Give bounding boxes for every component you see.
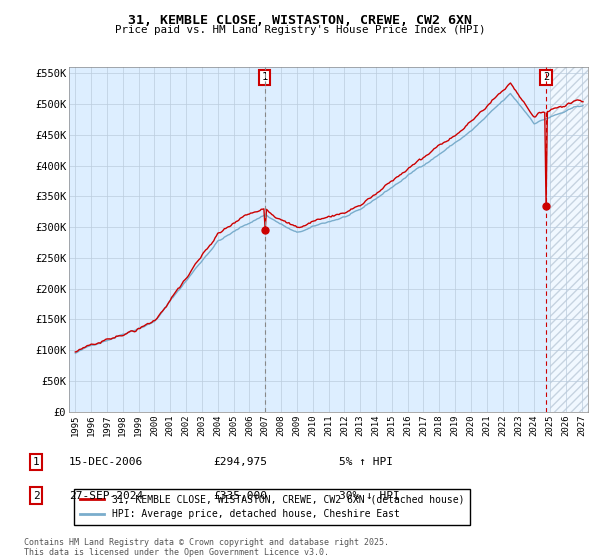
Text: 5% ↑ HPI: 5% ↑ HPI (339, 457, 393, 467)
Text: 30% ↓ HPI: 30% ↓ HPI (339, 491, 400, 501)
Text: 2: 2 (32, 491, 40, 501)
Text: 1: 1 (32, 457, 40, 467)
Text: 31, KEMBLE CLOSE, WISTASTON, CREWE, CW2 6XN: 31, KEMBLE CLOSE, WISTASTON, CREWE, CW2 … (128, 14, 472, 27)
Text: 2: 2 (543, 72, 549, 82)
Text: 27-SEP-2024: 27-SEP-2024 (69, 491, 143, 501)
Text: £335,000: £335,000 (213, 491, 267, 501)
Text: £294,975: £294,975 (213, 457, 267, 467)
Text: Contains HM Land Registry data © Crown copyright and database right 2025.
This d: Contains HM Land Registry data © Crown c… (24, 538, 389, 557)
Text: 15-DEC-2006: 15-DEC-2006 (69, 457, 143, 467)
Text: 1: 1 (262, 72, 268, 82)
Legend: 31, KEMBLE CLOSE, WISTASTON, CREWE, CW2 6XN (detached house), HPI: Average price: 31, KEMBLE CLOSE, WISTASTON, CREWE, CW2 … (74, 489, 470, 525)
Text: Price paid vs. HM Land Registry's House Price Index (HPI): Price paid vs. HM Land Registry's House … (115, 25, 485, 35)
